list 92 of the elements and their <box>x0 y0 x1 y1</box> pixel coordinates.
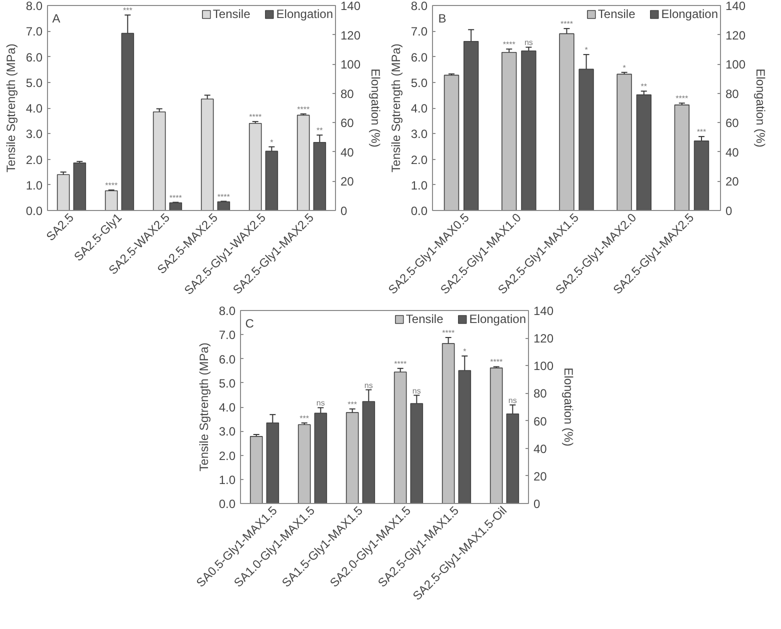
y-tick-label: 0.0 <box>26 204 43 218</box>
annotation: A <box>52 12 60 26</box>
data-label: * <box>584 46 588 55</box>
y2-tick-label: 0 <box>726 204 732 218</box>
data-label: **** <box>169 193 182 202</box>
y2-tick-label: 120 <box>340 28 361 42</box>
annotation: C <box>245 316 254 330</box>
y2-tick-label: 40 <box>340 145 354 160</box>
y2-tick-label: 80 <box>340 86 354 101</box>
data-label: **** <box>560 20 573 29</box>
y2-tick-label: 0 <box>340 204 348 218</box>
y2-tick-label: 0 <box>534 497 540 511</box>
y2-axis-title: Elongation (%) <box>754 68 768 148</box>
y-tick-label: 0.0 <box>218 497 236 511</box>
y-tick-label: 2.0 <box>26 152 43 167</box>
y-tick-label: 4.0 <box>410 102 428 116</box>
data-label: ns <box>524 38 533 48</box>
data-label: ** <box>316 126 323 136</box>
data-label: **** <box>249 112 262 122</box>
y2-axis-title: Elongation (%) <box>562 368 576 446</box>
y2-tick-label: 40 <box>726 145 740 160</box>
data-label: **** <box>217 192 230 202</box>
y-axis-title: Tensile Sgtrength (MPa) <box>4 44 18 172</box>
data-label: **** <box>297 104 310 114</box>
data-label: **** <box>105 181 118 190</box>
y2-tick-label: 120 <box>534 332 554 346</box>
y-axis-title: Tensile Sgtrength (MPa) <box>196 342 211 472</box>
data-label: **** <box>502 40 516 50</box>
data-label: **** <box>394 359 407 368</box>
y-tick-label: 2.0 <box>410 152 428 167</box>
data-label: * <box>270 138 274 147</box>
y2-tick-label: 100 <box>340 58 361 72</box>
y-tick-label: 8.0 <box>410 0 428 13</box>
data-label: * <box>463 346 466 356</box>
y2-tick-label: 140 <box>340 0 361 13</box>
data-label: *** <box>348 400 358 409</box>
y-tick-label: 6.0 <box>410 50 428 64</box>
data-label: ** <box>640 82 648 92</box>
y-tick-label: 3.0 <box>26 127 43 142</box>
y-tick-label: 1.0 <box>218 472 236 487</box>
legend-label: Elongation <box>276 7 333 21</box>
y-tick-label: 5.0 <box>26 76 43 90</box>
data-label: * <box>622 63 626 72</box>
data-label: *** <box>696 128 706 137</box>
y2-tick-label: 20 <box>726 174 740 189</box>
y2-tick-label: 100 <box>534 359 554 374</box>
data-label: ns <box>316 398 325 408</box>
data-label: *** <box>300 414 310 423</box>
y-tick-label: 5.0 <box>410 76 428 90</box>
y-tick-label: 0.0 <box>410 204 428 218</box>
data-label: *** <box>122 6 132 16</box>
y2-tick-label: 80 <box>726 86 740 101</box>
legend-label: Elongation <box>469 312 526 326</box>
y2-tick-label: 20 <box>534 469 548 484</box>
y-tick-label: 1.0 <box>26 178 43 192</box>
y-tick-label: 4.0 <box>218 400 236 414</box>
y-tick-label: 5.0 <box>218 376 236 390</box>
y-tick-label: 8.0 <box>218 304 236 318</box>
y-axis-title: Tensile Sgtrength (MPa) <box>388 44 403 172</box>
y-tick-label: 3.0 <box>218 424 236 439</box>
y2-tick-label: 140 <box>534 304 554 318</box>
y-tick-label: 3.0 <box>410 127 428 142</box>
data-label: **** <box>442 328 455 338</box>
y2-tick-label: 20 <box>340 174 354 189</box>
data-label: ns <box>364 380 373 390</box>
data-label: ns <box>508 396 517 405</box>
y-tick-label: 6.0 <box>26 50 43 64</box>
y-tick-label: 4.0 <box>26 102 43 116</box>
legend-label: Tensile <box>212 7 250 21</box>
legend-label: Elongation <box>661 7 718 21</box>
y2-tick-label: 60 <box>534 414 548 428</box>
y2-tick-label: 140 <box>726 0 746 13</box>
y-tick-label: 7.0 <box>26 24 43 39</box>
y2-tick-label: 60 <box>340 116 354 130</box>
y2-tick-label: 80 <box>534 386 548 401</box>
y-tick-label: 8.0 <box>26 0 43 13</box>
y-tick-label: 6.0 <box>218 352 236 366</box>
y2-tick-label: 100 <box>726 58 746 72</box>
data-label: **** <box>676 94 688 104</box>
data-label: **** <box>490 358 503 367</box>
y2-tick-label: 40 <box>534 442 548 456</box>
annotation: B <box>438 12 446 26</box>
legend-label: Tensile <box>406 312 444 326</box>
y-tick-label: 1.0 <box>410 178 428 192</box>
y-tick-label: 7.0 <box>218 328 236 342</box>
y-tick-label: 7.0 <box>410 24 428 39</box>
y2-axis-title: Elongation (%) <box>368 68 383 148</box>
y2-tick-label: 60 <box>726 116 740 130</box>
y-tick-label: 2.0 <box>218 448 236 463</box>
y2-tick-label: 120 <box>726 28 746 42</box>
data-label: ns <box>412 386 421 396</box>
legend-label: Tensile <box>598 7 636 21</box>
